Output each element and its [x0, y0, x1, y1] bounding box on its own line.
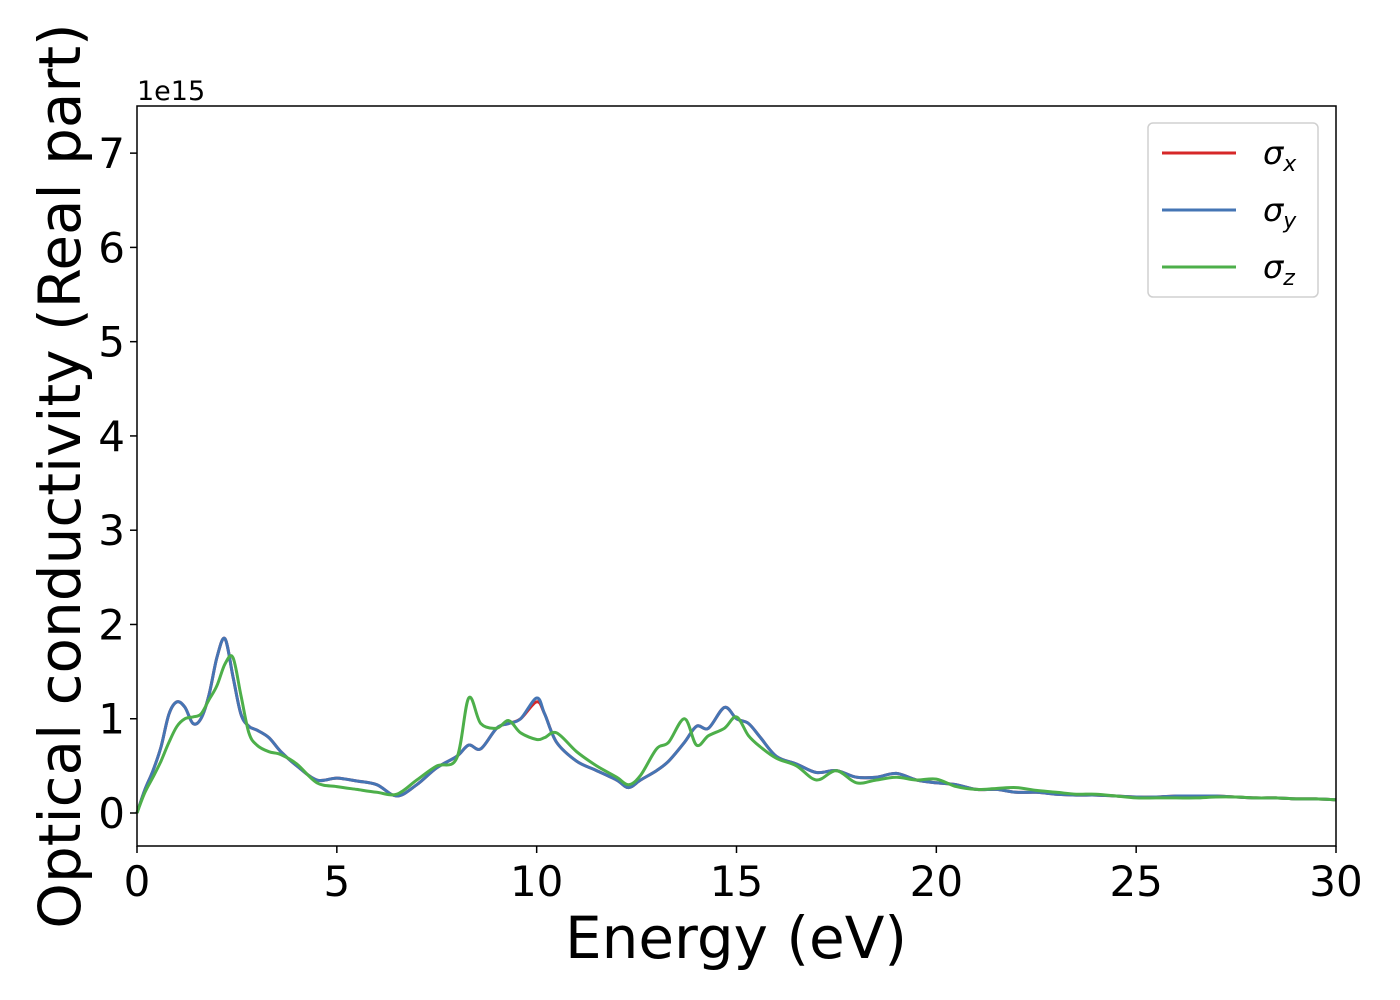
y-tick-label: 6: [98, 223, 125, 272]
x-tick-label: 5: [323, 857, 350, 906]
y-tick-label: 7: [98, 129, 125, 178]
x-tick-label: 25: [1109, 857, 1162, 906]
y-tick-label: 0: [98, 789, 125, 838]
y-tick-label: 2: [98, 600, 125, 649]
series-line-y: [135, 636, 1337, 814]
y-tick-label: 5: [98, 318, 125, 367]
x-tick-label: 15: [710, 857, 763, 906]
y-offset-label: 1e15: [137, 76, 205, 107]
legend-label-z: σz: [1263, 248, 1295, 291]
series-line-z: [135, 654, 1337, 814]
legend-label-y: σy: [1263, 191, 1297, 234]
y-tick-label: 4: [98, 412, 125, 461]
y-axis: 0 1 2 3 4 5 6 7: [98, 129, 137, 838]
series-line-x: [135, 636, 1337, 814]
legend-label-x: σx: [1263, 134, 1297, 177]
legend: σx σy σz: [1147, 122, 1319, 298]
plot-area: [135, 636, 1337, 814]
x-tick-label: 30: [1309, 857, 1362, 906]
y-tick-label: 3: [98, 506, 125, 555]
y-axis-title: Optical conductivity (Real part): [26, 23, 94, 928]
x-axis: 0 5 10 15 20 25 30: [124, 846, 1363, 906]
x-axis-title: Energy (eV): [565, 904, 907, 972]
y-tick-label: 1: [98, 695, 125, 744]
x-tick-label: 10: [510, 857, 563, 906]
x-tick-label: 20: [910, 857, 963, 906]
x-tick-label: 0: [124, 857, 151, 906]
